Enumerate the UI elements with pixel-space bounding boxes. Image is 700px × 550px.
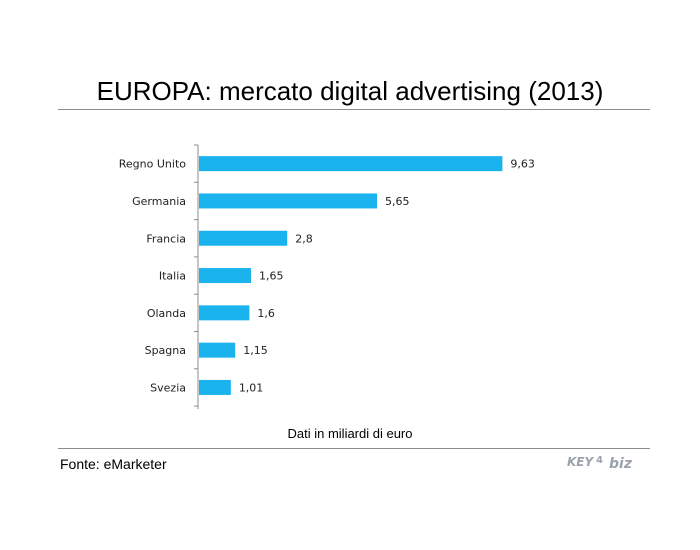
category-label: Spagna — [145, 344, 186, 357]
top-divider — [58, 109, 650, 110]
category-label: Regno Unito — [119, 158, 186, 171]
bar — [199, 156, 503, 172]
bar — [199, 193, 378, 209]
units-note: Dati in miliardi di euro — [287, 426, 413, 441]
value-label: 1,15 — [243, 344, 267, 357]
bar — [199, 305, 250, 321]
bottom-divider — [58, 448, 650, 449]
category-label: Olanda — [147, 307, 186, 320]
value-label: 1,6 — [257, 307, 275, 320]
key4biz-logo: KEY 4 biz — [567, 455, 633, 472]
value-label: 1,65 — [259, 270, 284, 283]
category-label: Francia — [146, 232, 186, 245]
value-label: 2,8 — [295, 232, 313, 245]
logo-text-biz: biz — [609, 456, 633, 472]
value-label: 9,63 — [510, 158, 534, 171]
category-label: Germania — [132, 195, 186, 208]
category-label: Svezia — [150, 381, 186, 394]
category-label: Italia — [159, 270, 186, 283]
bar — [199, 268, 251, 284]
value-label: 1,01 — [239, 381, 264, 394]
chart-title: EUROPA: mercato digital advertising (201… — [96, 76, 604, 106]
source-text: Fonte: eMarketer — [60, 456, 167, 472]
logo-text-key: KEY — [567, 455, 594, 469]
value-label: 5,65 — [385, 195, 410, 208]
bar — [199, 230, 288, 246]
logo-text-4: 4 — [596, 455, 603, 466]
bar — [199, 342, 236, 358]
bar — [199, 379, 231, 395]
